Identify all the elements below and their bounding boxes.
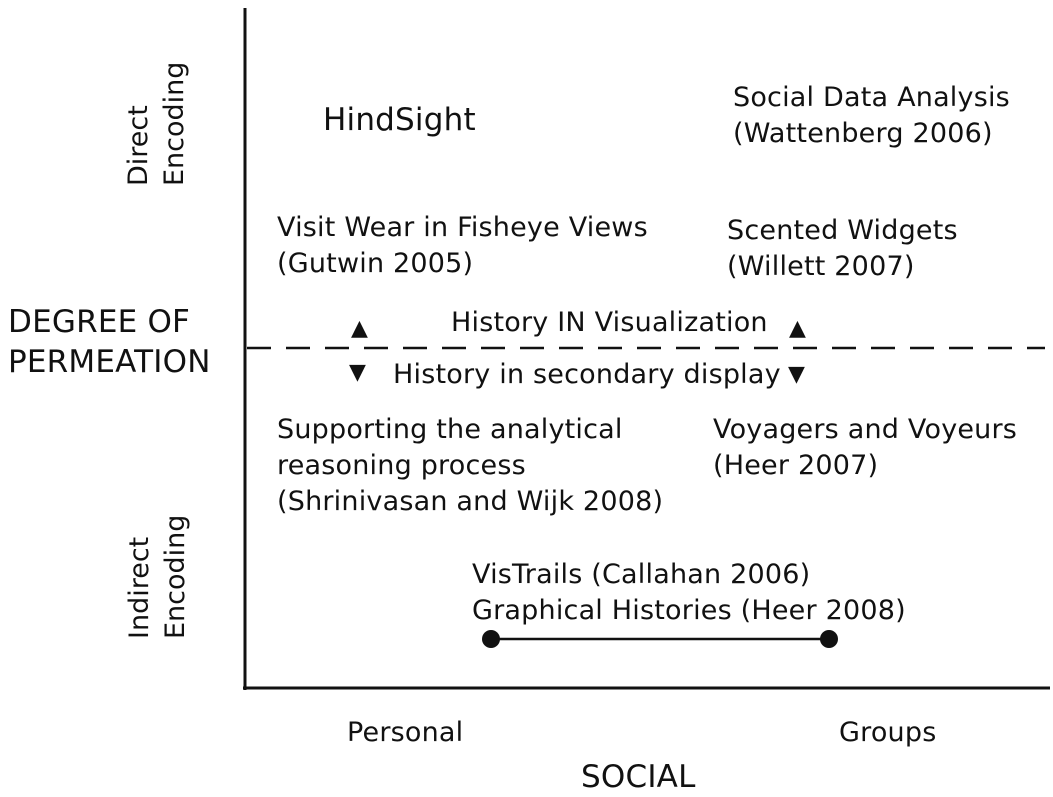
arrow-up-icon: ▲ [789,316,806,341]
item-visit-wear: Visit Wear in Fisheye Views (Gutwin 2005… [277,210,648,282]
item-scented-widgets-line-2: (Willett 2007) [727,251,915,282]
arrow-down-icon: ▼ [788,362,805,387]
range-start-dot [482,630,500,648]
direct-encoding-label: Direct Encoding [121,46,193,186]
item-hindsight: HindSight [323,100,476,140]
item-vistrails-line-2: Graphical Histories (Heer 2008) [472,595,906,626]
item-social-data-analysis-line-1: Social Data Analysis [733,82,1010,113]
item-scented-widgets-line-1: Scented Widgets [727,215,958,246]
item-scented-widgets: Scented Widgets (Willett 2007) [727,213,958,285]
direct-encoding-line-2: Encoding [159,61,190,186]
y-axis-title: DEGREE OF PERMEATION [8,302,211,382]
history-secondary-display-label: History in secondary display [393,359,781,390]
x-axis-high-label: Groups [839,717,937,748]
x-axis-low-label: Personal [347,717,464,748]
y-axis-title-line-1: DEGREE OF [8,304,191,340]
item-visit-wear-line-1: Visit Wear in Fisheye Views [277,212,648,243]
item-voyagers-line-2: (Heer 2007) [713,450,879,481]
item-analytical-reasoning-line-2: reasoning process [277,450,526,481]
item-hindsight-line-1: HindSight [323,102,476,138]
item-vistrails: VisTrails (Callahan 2006) Graphical Hist… [472,557,906,629]
item-voyagers: Voyagers and Voyeurs (Heer 2007) [713,412,1017,484]
arrow-up-icon: ▲ [351,316,368,341]
item-social-data-analysis-line-2: (Wattenberg 2006) [733,118,993,149]
item-analytical-reasoning: Supporting the analytical reasoning proc… [277,412,663,520]
item-analytical-reasoning-line-1: Supporting the analytical [277,414,623,445]
range-end-dot [820,630,838,648]
indirect-encoding-line-1: Indirect [124,536,155,639]
item-voyagers-line-1: Voyagers and Voyeurs [713,414,1018,445]
item-visit-wear-line-2: (Gutwin 2005) [277,248,474,279]
direct-encoding-line-1: Direct [123,105,154,186]
indirect-encoding-label: Indirect Encoding [122,489,194,639]
arrow-down-icon: ▼ [349,360,366,385]
history-in-visualization-label: History IN Visualization [451,307,768,338]
item-social-data-analysis: Social Data Analysis (Wattenberg 2006) [733,80,1010,152]
indirect-encoding-line-2: Encoding [160,514,191,639]
item-vistrails-line-1: VisTrails (Callahan 2006) [472,559,811,590]
item-analytical-reasoning-line-3: (Shrinivasan and Wijk 2008) [277,486,664,517]
y-axis-title-line-2: PERMEATION [8,344,211,380]
x-axis-title: SOCIAL [581,759,696,795]
